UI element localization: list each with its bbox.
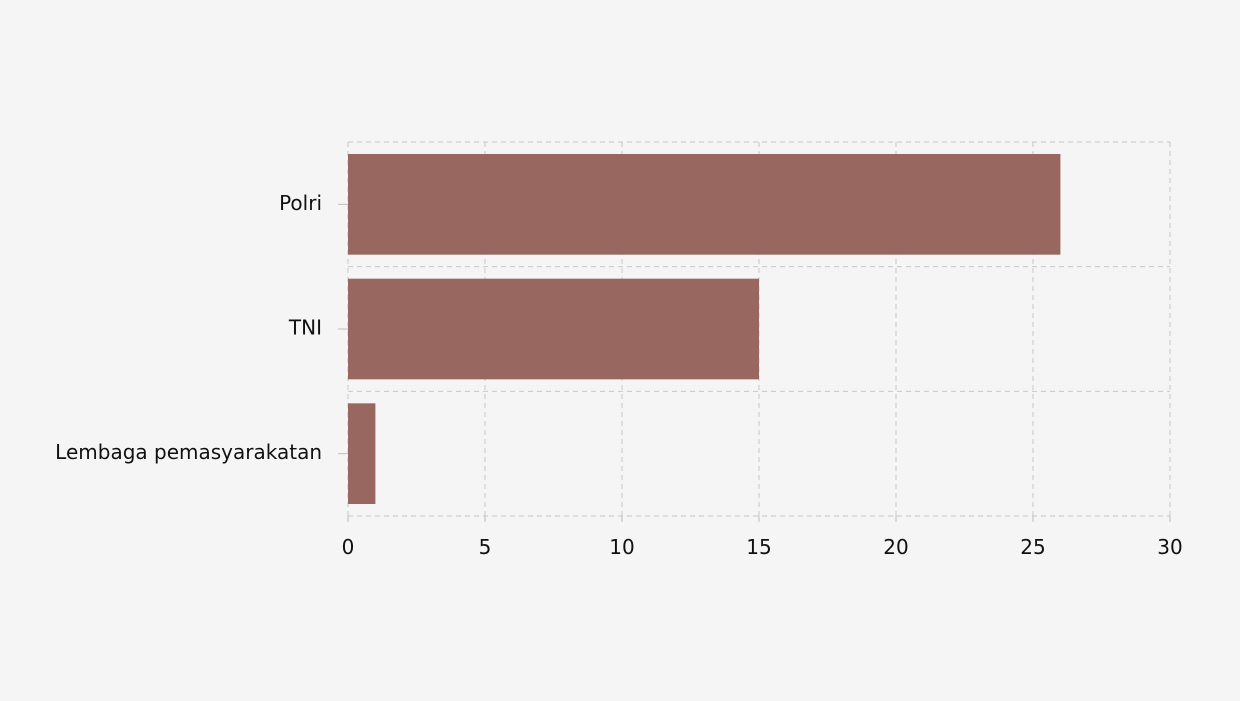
axes: Polri TNI Lembaga pemasyarakatan 0 5 10 15 20 25… [55, 191, 1183, 559]
bar-polri[interactable] [348, 154, 1061, 255]
y-tick-label-lembaga-pemasyarakatan: Lembaga pemasyarakatan [55, 440, 322, 464]
x-tick-label-15: 15 [746, 535, 771, 559]
x-tick-label-10: 10 [609, 535, 634, 559]
x-tick-label-25: 25 [1020, 535, 1045, 559]
x-tick-label-20: 20 [883, 535, 908, 559]
x-tick-label-0: 0 [342, 535, 355, 559]
bar-lembaga-pemasyarakatan[interactable] [348, 403, 376, 504]
bars [348, 154, 1061, 504]
x-tick-label-5: 5 [479, 535, 492, 559]
y-tick-label-tni: TNI [288, 316, 322, 340]
x-tick-label-30: 30 [1157, 535, 1182, 559]
bar-tni[interactable] [348, 278, 759, 380]
y-tick-label-polri: Polri [279, 191, 322, 215]
